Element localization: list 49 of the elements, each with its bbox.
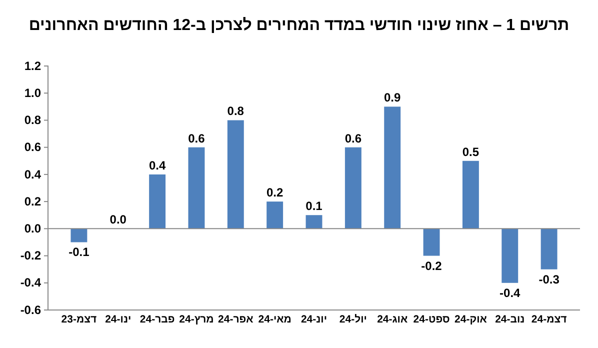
data-label: 0.6: [344, 131, 362, 146]
bar: [384, 106, 401, 229]
bar: [306, 215, 322, 229]
data-label: -0.4: [500, 286, 521, 300]
y-tick-label: -0.4: [20, 276, 42, 290]
data-label: 0.2: [266, 186, 284, 200]
bar: [423, 228, 440, 256]
x-tick-label: אפר-24: [218, 313, 254, 326]
y-tick-label: 0.8: [24, 113, 42, 128]
bar: [344, 147, 362, 229]
y-tick-label: 0.0: [24, 222, 42, 236]
bar: [540, 228, 558, 270]
y-tick-label: -0.2: [20, 248, 42, 263]
bar: [149, 174, 166, 229]
data-label: -0.3: [538, 272, 560, 286]
bar: [266, 202, 284, 229]
data-label: 0.1: [306, 199, 323, 214]
y-tick-label: -0.6: [20, 302, 42, 317]
data-label: 0.0: [110, 212, 127, 227]
bar: [502, 228, 518, 283]
x-tick-label: דצמ-23: [61, 313, 97, 326]
x-tick-label: אוג-24: [377, 313, 408, 326]
y-tick-label: 1.0: [24, 86, 42, 100]
y-tick-label: 0.2: [24, 194, 42, 208]
data-label: 0.8: [227, 104, 244, 118]
bar: [227, 120, 244, 229]
bar: [70, 228, 88, 242]
data-label: 0.6: [188, 131, 206, 146]
data-label: 0.5: [462, 144, 480, 159]
x-tick-label: ספט-24: [413, 313, 450, 326]
x-tick-label: נוב-24: [495, 313, 525, 326]
chart-title: תרשים 1 – אחוז שינוי חודשי במדד המחירים לצרכן ב-12 החודשים האחרונים: [28, 16, 570, 34]
x-tick-label: פבר-24: [140, 313, 175, 326]
bar: [188, 147, 205, 229]
data-label: 0.9: [384, 90, 402, 105]
x-tick-label: מאי-24: [258, 313, 292, 326]
bar: [462, 160, 479, 229]
data-label: 0.4: [148, 158, 166, 172]
x-tick-label: דצמ-24: [531, 313, 567, 326]
x-tick-label: ינו-24: [105, 313, 132, 326]
x-tick-label: יול-24: [339, 313, 367, 326]
x-tick-label: מרץ-24: [179, 313, 214, 326]
data-label: -0.1: [68, 245, 90, 260]
data-label: -0.2: [421, 258, 442, 273]
y-tick-label: 0.6: [24, 140, 42, 154]
y-tick-label: 1.2: [24, 58, 42, 73]
x-tick-label: יונ-24: [300, 313, 328, 326]
y-tick-label: 0.4: [24, 167, 42, 182]
x-tick-label: אוק-24: [454, 313, 487, 326]
